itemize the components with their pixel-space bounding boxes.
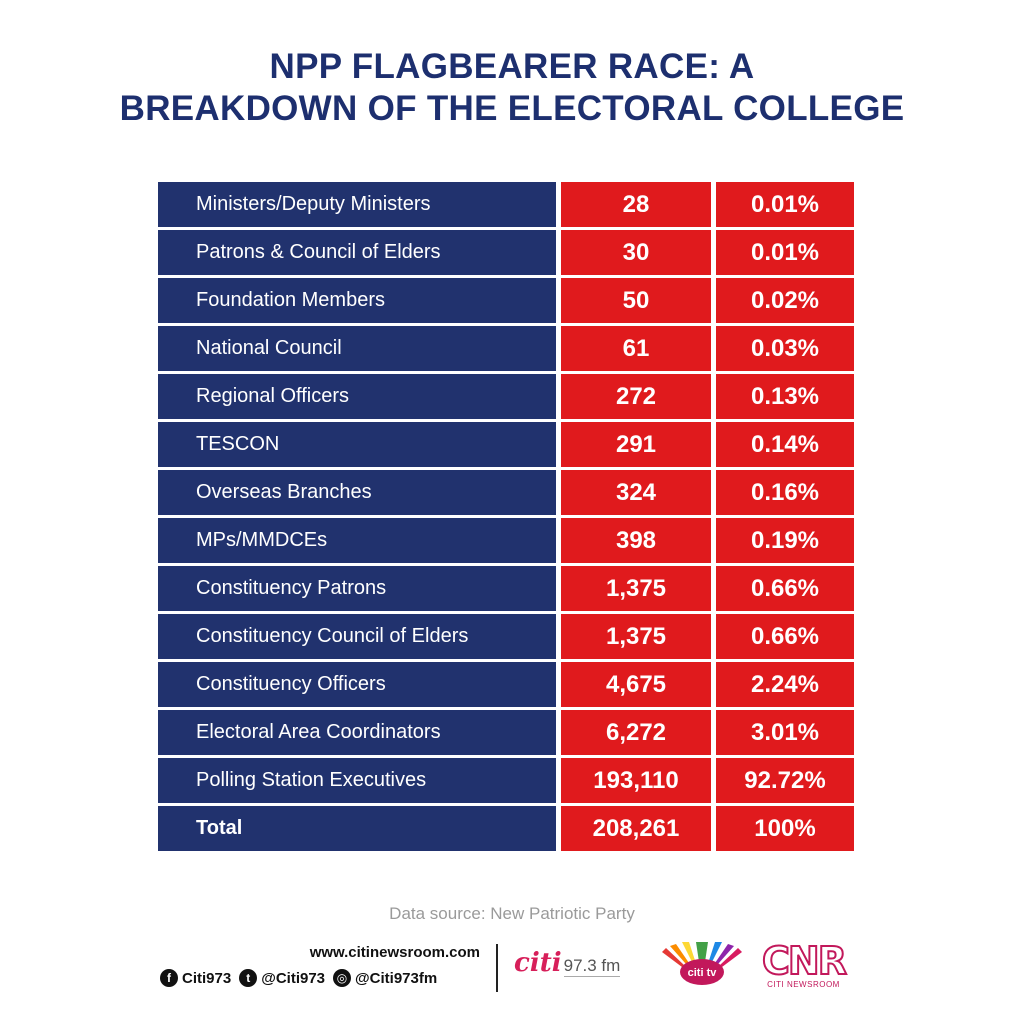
delegate-count: 4,675	[561, 662, 711, 707]
category-label: TESCON	[158, 422, 556, 467]
category-label: Electoral Area Coordinators	[158, 710, 556, 755]
delegate-percent: 0.13%	[716, 374, 854, 419]
delegate-percent: 0.03%	[716, 326, 854, 371]
citi-tv-logo: citi tv	[656, 942, 748, 993]
website-link[interactable]: www.citinewsroom.com	[309, 944, 480, 961]
instagram-icon: ◎	[333, 969, 352, 987]
category-label: Total	[158, 806, 556, 851]
table-row: Electoral Area Coordinators 6,272 3.01%	[158, 710, 854, 755]
table-row: Constituency Council of Elders 1,375 0.66%	[158, 614, 854, 659]
table-row: MPs/MMDCEs 398 0.19%	[158, 518, 854, 563]
page-title: NPP FLAGBEARER RACE: A BREAKDOWN OF THE …	[0, 46, 1024, 130]
twitter-icon: t	[239, 969, 258, 987]
table-row: Overseas Branches 324 0.16%	[158, 470, 854, 515]
delegate-count: 398	[561, 518, 711, 563]
delegate-percent: 0.16%	[716, 470, 854, 515]
table-row: National Council 61 0.03%	[158, 326, 854, 371]
delegate-percent: 3.01%	[716, 710, 854, 755]
delegate-count: 6,272	[561, 710, 711, 755]
delegate-count: 324	[561, 470, 711, 515]
electoral-college-table: Ministers/Deputy Ministers 28 0.01% Patrons…	[158, 182, 854, 854]
citi-fm-logo: citi 97.3 fm	[514, 948, 621, 978]
delegate-count: 208,261	[561, 806, 711, 851]
category-label: Foundation Members	[158, 278, 556, 323]
delegate-percent: 0.02%	[716, 278, 854, 323]
delegate-count: 193,110	[561, 758, 711, 803]
category-label: Patrons & Council of Elders	[158, 230, 556, 275]
delegate-count: 1,375	[561, 614, 711, 659]
social-handle[interactable]: f Citi973	[160, 969, 231, 987]
delegate-count: 1,375	[561, 566, 711, 611]
table-row: Ministers/Deputy Ministers 28 0.01%	[158, 182, 854, 227]
cnr-logo: CNR CITI NEWSROOM	[761, 939, 848, 989]
cnr-letters: CNR	[761, 939, 848, 983]
table-row: Patrons & Council of Elders 30 0.01%	[158, 230, 854, 275]
delegate-count: 291	[561, 422, 711, 467]
table-row: Foundation Members 50 0.02%	[158, 278, 854, 323]
delegate-percent: 0.19%	[716, 518, 854, 563]
delegate-percent: 100%	[716, 806, 854, 851]
social-handle-text: Citi973	[182, 969, 232, 987]
delegate-percent: 0.01%	[716, 230, 854, 275]
delegate-percent: 92.72%	[716, 758, 854, 803]
category-label: Overseas Branches	[158, 470, 556, 515]
table-row: Polling Station Executives 193,110 92.72%	[158, 758, 854, 803]
social-handle-text: @Citi973fm	[355, 969, 438, 987]
table-row: Constituency Patrons 1,375 0.66%	[158, 566, 854, 611]
social-handle[interactable]: t @Citi973	[239, 969, 325, 987]
social-handle[interactable]: ◎ @Citi973fm	[333, 969, 437, 987]
table-row: Regional Officers 272 0.13%	[158, 374, 854, 419]
footer-divider	[496, 944, 498, 992]
delegate-percent: 2.24%	[716, 662, 854, 707]
category-label: Constituency Council of Elders	[158, 614, 556, 659]
category-label: Ministers/Deputy Ministers	[158, 182, 556, 227]
social-handle-text: @Citi973	[261, 969, 326, 987]
title-line-2: BREAKDOWN OF THE ELECTORAL COLLEGE	[119, 89, 905, 128]
delegate-percent: 0.66%	[716, 614, 854, 659]
table-row: TESCON 291 0.14%	[158, 422, 854, 467]
delegate-count: 50	[561, 278, 711, 323]
delegate-count: 272	[561, 374, 711, 419]
table-row: Constituency Officers 4,675 2.24%	[158, 662, 854, 707]
total-row: Total 208,261 100%	[158, 806, 854, 851]
category-label: National Council	[158, 326, 556, 371]
delegate-count: 61	[561, 326, 711, 371]
delegate-count: 28	[561, 182, 711, 227]
category-label: Constituency Officers	[158, 662, 556, 707]
category-label: Regional Officers	[158, 374, 556, 419]
cnr-subtitle: CITI NEWSROOM	[767, 980, 840, 989]
delegate-percent: 0.01%	[716, 182, 854, 227]
delegate-percent: 0.14%	[716, 422, 854, 467]
category-label: MPs/MMDCEs	[158, 518, 556, 563]
delegate-percent: 0.66%	[716, 566, 854, 611]
title-line-1: NPP FLAGBEARER RACE: A	[269, 47, 755, 86]
social-handles: f Citi973 t @Citi973 ◎ @Citi973fm	[160, 969, 480, 987]
citi-fm-brand: citi	[514, 948, 562, 978]
delegate-count: 30	[561, 230, 711, 275]
category-label: Constituency Patrons	[158, 566, 556, 611]
data-source: Data source: New Patriotic Party	[389, 904, 635, 923]
citi-tv-brand: citi tv	[688, 967, 718, 979]
footer-contacts: www.citinewsroom.com f Citi973 t @Citi973 ◎ @…	[160, 944, 480, 987]
citi-fm-frequency: 97.3 fm	[563, 956, 621, 977]
facebook-icon: f	[160, 969, 178, 987]
category-label: Polling Station Executives	[158, 758, 556, 803]
